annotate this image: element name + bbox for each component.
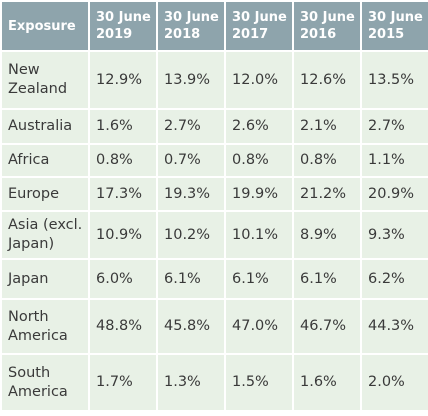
percentage-cell: 13.5% [360, 50, 428, 110]
percentage-cell: 1.1% [360, 143, 428, 178]
percentage-cell: 44.3% [360, 298, 428, 355]
percentage-cell: 9.3% [360, 210, 428, 260]
header-row: Exposure 30 June 2019 30 June 2018 30 June … [0, 0, 428, 52]
percentage-cell: 47.0% [224, 298, 294, 355]
region-label: South America [0, 353, 90, 412]
percentage-cell: 21.2% [292, 176, 362, 212]
percentage-cell: 12.0% [224, 50, 294, 110]
percentage-cell: 6.2% [360, 258, 428, 300]
percentage-cell: 0.8% [88, 143, 158, 178]
percentage-cell: 45.8% [156, 298, 226, 355]
percentage-cell: 19.3% [156, 176, 226, 212]
header-year: 30 June 2019 [88, 0, 158, 52]
percentage-cell: 2.6% [224, 108, 294, 145]
percentage-cell: 10.1% [224, 210, 294, 260]
percentage-cell: 19.9% [224, 176, 294, 212]
table-row: Europe 17.3% 19.3% 19.9% 21.2% 20.9% [0, 176, 428, 212]
percentage-cell: 2.1% [292, 108, 362, 145]
table-body: New Zealand 12.9% 13.9% 12.0% 12.6% 13.5% Aust… [0, 50, 428, 412]
percentage-cell: 12.6% [292, 50, 362, 110]
percentage-cell: 1.6% [292, 353, 362, 412]
percentage-cell: 2.7% [156, 108, 226, 145]
region-label: Japan [0, 258, 90, 300]
percentage-cell: 20.9% [360, 176, 428, 212]
region-label: Europe [0, 176, 90, 212]
percentage-cell: 10.9% [88, 210, 158, 260]
percentage-cell: 2.7% [360, 108, 428, 145]
percentage-cell: 46.7% [292, 298, 362, 355]
percentage-cell: 1.3% [156, 353, 226, 412]
percentage-cell: 1.7% [88, 353, 158, 412]
table-row: South America 1.7% 1.3% 1.5% 1.6% 2.0% [0, 353, 428, 412]
percentage-cell: 6.0% [88, 258, 158, 300]
region-label: Australia [0, 108, 90, 145]
table-row: Asia (excl. Japan) 10.9% 10.2% 10.1% 8.9% 9.3… [0, 210, 428, 260]
header-year: 30 June 2017 [224, 0, 294, 52]
percentage-cell: 2.0% [360, 353, 428, 412]
header-label: Exposure [0, 0, 90, 52]
percentage-cell: 13.9% [156, 50, 226, 110]
percentage-cell: 1.6% [88, 108, 158, 145]
table-row: New Zealand 12.9% 13.9% 12.0% 12.6% 13.5% [0, 50, 428, 110]
percentage-cell: 48.8% [88, 298, 158, 355]
region-label: Asia (excl. Japan) [0, 210, 90, 260]
table-row: North America 48.8% 45.8% 47.0% 46.7% 44.3% [0, 298, 428, 355]
header-year: 30 June 2015 [360, 0, 428, 52]
percentage-cell: 6.1% [224, 258, 294, 300]
percentage-cell: 0.7% [156, 143, 226, 178]
header-year: 30 June 2016 [292, 0, 362, 52]
table-row: Africa 0.8% 0.7% 0.8% 0.8% 1.1% [0, 143, 428, 178]
region-label: Africa [0, 143, 90, 178]
percentage-cell: 0.8% [224, 143, 294, 178]
percentage-cell: 12.9% [88, 50, 158, 110]
percentage-cell: 6.1% [292, 258, 362, 300]
table-row: Australia 1.6% 2.7% 2.6% 2.1% 2.7% [0, 108, 428, 145]
header-year: 30 June 2018 [156, 0, 226, 52]
percentage-cell: 8.9% [292, 210, 362, 260]
percentage-cell: 17.3% [88, 176, 158, 212]
percentage-cell: 0.8% [292, 143, 362, 178]
percentage-cell: 6.1% [156, 258, 226, 300]
table-row: Japan 6.0% 6.1% 6.1% 6.1% 6.2% [0, 258, 428, 300]
percentage-cell: 10.2% [156, 210, 226, 260]
percentage-cell: 1.5% [224, 353, 294, 412]
region-label: New Zealand [0, 50, 90, 110]
region-label: North America [0, 298, 90, 355]
